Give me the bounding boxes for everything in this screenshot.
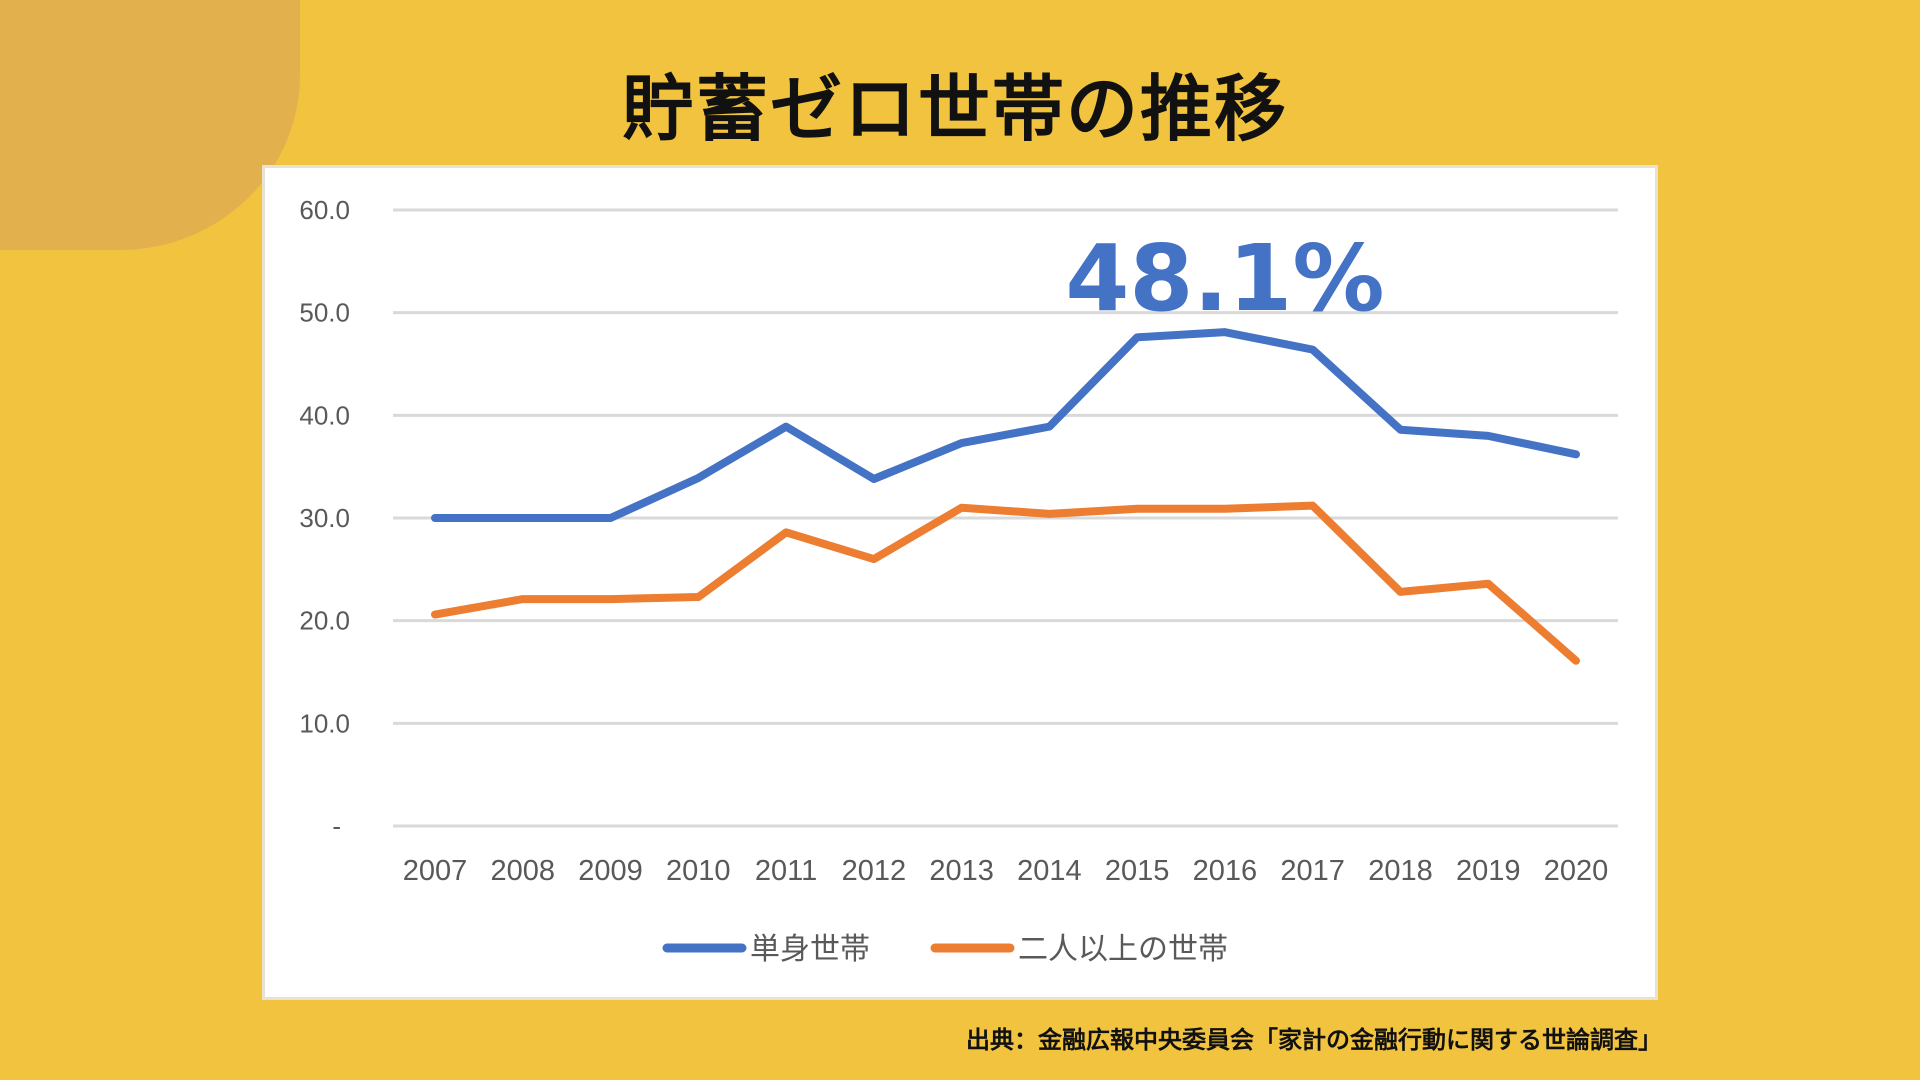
- y-tick-label: 40.0: [299, 400, 350, 430]
- x-tick-label: 2008: [491, 855, 556, 887]
- x-tick-label: 2009: [578, 855, 643, 887]
- y-tick-label: 20.0: [299, 606, 350, 636]
- page-title: 貯蓄ゼロ世帯の推移: [621, 67, 1288, 151]
- x-tick-label: 2010: [666, 855, 731, 887]
- x-tick-label: 2013: [929, 855, 994, 887]
- x-tick-label: 2018: [1368, 855, 1433, 887]
- legend-label: 単身世帯: [750, 932, 870, 967]
- x-tick-label: 2020: [1544, 855, 1609, 887]
- y-tick-label: -: [332, 811, 341, 841]
- x-tick-label: 2017: [1280, 855, 1345, 887]
- series-line-0: [431, 328, 1580, 522]
- x-tick-label: 2014: [1017, 855, 1082, 887]
- y-tick-label: 10.0: [299, 708, 350, 738]
- series-line-1: [431, 501, 1580, 665]
- y-tick-label: 50.0: [299, 298, 350, 328]
- peak-annotation: 48.1%: [1065, 225, 1384, 332]
- x-tick-label: 2007: [403, 855, 468, 887]
- x-tick-label: 2012: [842, 855, 907, 887]
- x-tick-label: 2015: [1105, 855, 1170, 887]
- line-chart: - 10.0 20.0 30.0 40.0 50.0 60.0 2007 2008 2009 201…: [299, 195, 1618, 967]
- source-note: 出典：金融広報中央委員会「家計の金融行動に関する世論調査」: [966, 1026, 1662, 1054]
- x-tick-label: 2011: [755, 855, 817, 887]
- legend-label: 二人以上の世帯: [1018, 932, 1228, 967]
- x-tick-label: 2019: [1456, 855, 1521, 887]
- y-tick-label: 30.0: [299, 503, 350, 533]
- x-tick-label: 2016: [1193, 855, 1258, 887]
- y-tick-label: 60.0: [299, 195, 350, 225]
- chart-panel: - 10.0 20.0 30.0 40.0 50.0 60.0 2007 2008 2009 201…: [262, 165, 1658, 1000]
